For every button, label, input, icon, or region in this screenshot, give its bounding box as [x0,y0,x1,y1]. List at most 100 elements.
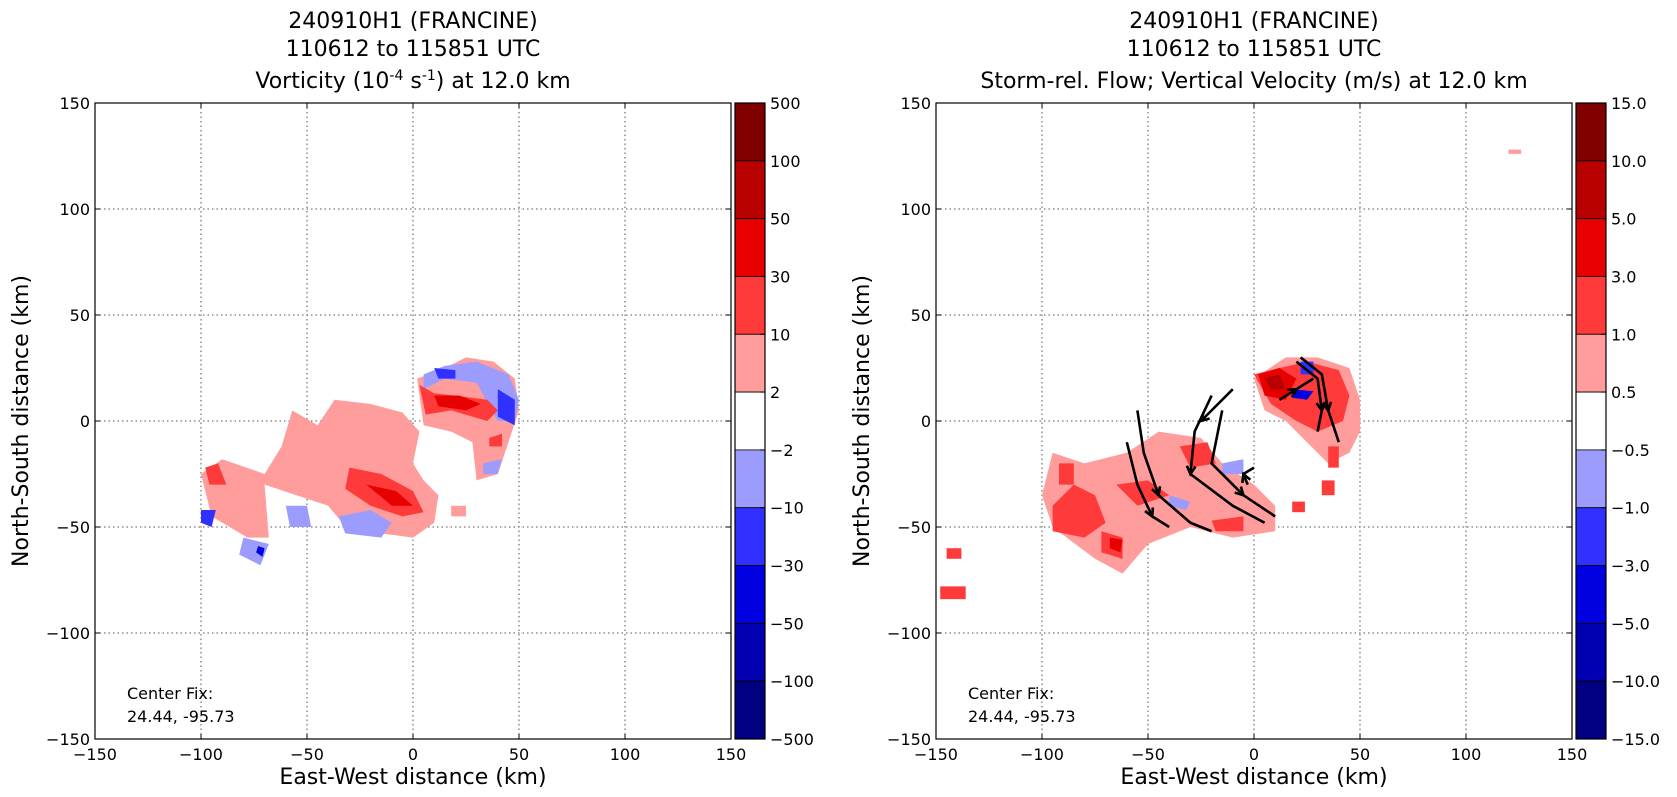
left-contour-region [434,368,456,379]
right-ytick-label: −100 [887,624,931,643]
left-ytick-label: 150 [59,94,90,113]
right-contour-region [1292,501,1305,513]
right-xtick-label: −50 [1131,745,1165,764]
right-colorbar-segment [1575,565,1607,624]
right-colorbar-label: 1.0 [1611,325,1636,344]
right-xtick-label: −100 [1020,745,1064,764]
left-ticks: −150 −100 −50 0 50 100 150 150 100 50 0 −50 −100 −150 [46,94,746,764]
right-contour-region [1179,442,1216,468]
left-title-line1: 240910H1 (FRANCINE) [288,9,537,34]
right-colorbar-segment [1575,449,1607,509]
left-colorbar-label: −10 [770,499,804,518]
right-title-line3: Storm-rel. Flow; Vertical Velocity (m/s)… [980,69,1527,94]
right-colorbar-segment [1575,160,1607,220]
left-ytick-label: −150 [46,730,90,749]
right-streamline-arrow [1287,387,1299,398]
right-colorbar-label: −0.5 [1611,441,1650,460]
left-xtick-label: 150 [716,745,747,764]
left-contour-region [285,505,312,527]
left-colorbar-segment [734,391,766,451]
right-contour-region [1321,480,1335,496]
right-streamline-arrow [1199,411,1211,423]
left-heatmap [201,357,519,566]
right-grid [936,103,1572,739]
left-contour-region [201,510,216,527]
left-colorbar-segment [734,622,766,682]
left-colorbar-label: −50 [770,614,804,633]
right-colorbar-label: 3.0 [1611,267,1636,286]
left-colorbar-label: 100 [770,152,801,171]
left-colorbar-segment [734,449,766,509]
right-contour-region [1169,495,1191,510]
right-streamline-arrow [1151,486,1162,498]
right-colorbar-label: 10.0 [1611,152,1647,171]
right-contour-region [940,586,966,600]
right-colorbar-segment [1575,507,1607,566]
right-xtick-label: −150 [914,745,958,764]
right-xtick-label: 100 [1451,745,1482,764]
right-xtick-label: 50 [1350,745,1370,764]
right-colorbar-label: −15.0 [1611,730,1660,749]
right-colorbar-segment [1575,622,1607,682]
left-colorbar-frame [734,102,766,740]
left-colorbar-label: −2 [770,441,794,460]
left-colorbar-label: −500 [770,730,814,749]
left-ytick-label: −100 [46,624,90,643]
right-contour-region [1052,484,1106,538]
right-ytick-label: 150 [900,94,931,113]
right-colorbar-label: −10.0 [1611,672,1660,691]
right-contour-region [1328,446,1339,468]
right-colorbar-label: 5.0 [1611,210,1636,229]
right-streamline [1125,441,1170,529]
right-ytick-label: 100 [900,200,931,219]
right-heatmap [940,149,1522,600]
left-xtick-label: −50 [290,745,324,764]
right-center-fix-label: Center Fix: [968,684,1054,703]
left-contour-region [451,505,466,517]
left-colorbar-label: 500 [770,94,801,113]
left-colorbar-label: −30 [770,557,804,576]
right-colorbar-segment [1575,218,1607,277]
right-colorbar: 15.0 10.0 5.0 3.0 1.0 0.5 −0.5 −1.0 −3.0 −5.0 −10.… [1575,94,1660,749]
left-contour-region [205,463,227,485]
right-contour-region [1292,389,1314,400]
right-colorbar-frame [1575,102,1607,740]
right-contour-region [946,548,962,559]
right-ytick-label: 50 [911,306,931,325]
left-colorbar-label: 2 [770,383,780,402]
right-colorbar-segment [1575,680,1607,740]
right-xtick-label: 150 [1557,745,1588,764]
left-colorbar-segment [734,160,766,220]
left-colorbar-label: 50 [770,210,790,229]
right-streamline-arrow [1234,486,1246,498]
right-streamlines [1125,356,1341,533]
left-contour-region [489,433,502,447]
left-title-line2: 110612 to 115851 UTC [286,37,541,62]
left-contour-region [239,537,269,566]
right-ticks: −150 −100 −50 0 50 100 150 150 100 50 0 −50 −100 −150 [887,94,1587,764]
left-contour-region [366,484,413,506]
right-colorbar-segment [1575,391,1607,451]
left-ylabel: North-South distance (km) [9,275,34,567]
right-title-line1: 240910H1 (FRANCINE) [1129,9,1378,34]
right-streamline-arrow [1241,471,1252,484]
left-colorbar-label: 10 [770,325,790,344]
left-colorbar-label: −100 [770,672,814,691]
right-colorbar-segment [1575,333,1607,393]
left-ytick-label: 0 [80,412,90,431]
left-xtick-label: 50 [509,745,529,764]
right-streamline-arrow [1144,507,1155,519]
left-title-line3: Vorticity (10-4 s-1) at 12.0 km [255,68,570,94]
right-streamline [1299,356,1341,443]
left-xtick-label: 100 [610,745,641,764]
right-title-line2: 110612 to 115851 UTC [1127,37,1382,62]
left-ytick-label: −50 [56,518,90,537]
right-colorbar-label: −3.0 [1611,557,1650,576]
left-ytick-label: 100 [59,200,90,219]
right-ylabel: North-South distance (km) [850,275,875,567]
left-colorbar-label: 30 [770,267,790,286]
right-panel: 240910H1 (FRANCINE) 110612 to 115851 UTC… [850,9,1660,790]
right-center-fix-value: 24.44, -95.73 [968,707,1076,726]
right-contour-region [1508,149,1522,154]
